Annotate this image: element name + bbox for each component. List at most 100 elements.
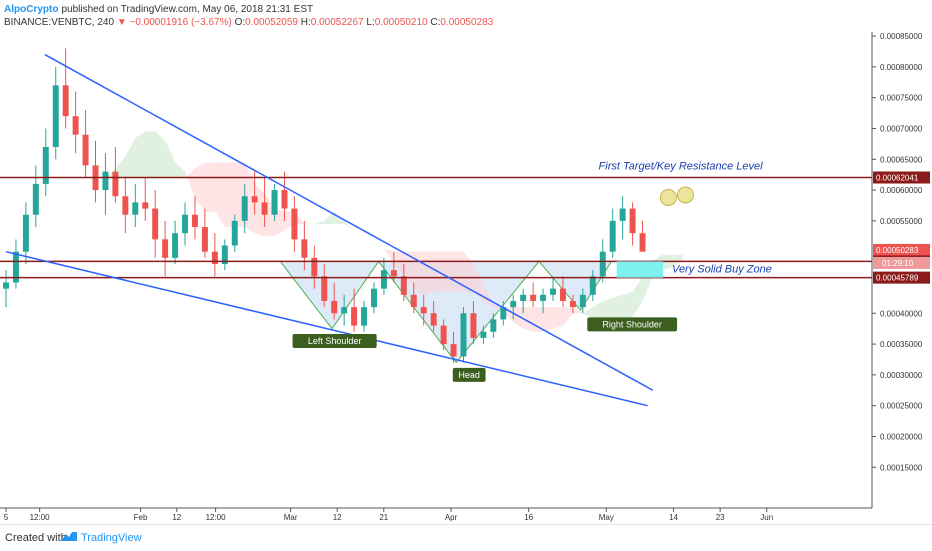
candle-body — [241, 196, 248, 221]
close-label: C: — [430, 17, 441, 28]
candle-body — [102, 171, 109, 191]
cloud-segment — [215, 162, 226, 228]
candle-body — [599, 251, 606, 277]
buy-zone-box — [616, 261, 664, 278]
x-tick-label: 12 — [172, 513, 181, 522]
candle-body — [480, 331, 487, 338]
price-tag — [873, 243, 930, 256]
x-tick-label: May — [599, 513, 614, 522]
cloud-segment — [125, 137, 136, 178]
x-tick-label: 12:00 — [30, 513, 51, 522]
price-tag — [873, 271, 930, 284]
candle-body — [400, 276, 407, 295]
cloud-segment — [185, 168, 196, 200]
candle-body — [321, 276, 328, 301]
change-value: ▼ −0.00001916 (−3.67%) — [116, 17, 232, 28]
candle-body — [132, 202, 139, 215]
candle-body — [42, 146, 49, 184]
tradingview-brand[interactable]: TradingView — [81, 532, 142, 544]
annotation-text: First Target/Key Resistance Level — [599, 160, 764, 172]
candle-body — [331, 300, 338, 314]
symbol-label: BINANCE:VENBTC, 240 — [4, 17, 115, 28]
cloud-segment — [274, 208, 285, 237]
cloud-segment — [543, 307, 554, 332]
candle-body — [490, 319, 497, 332]
candle-body — [281, 190, 288, 209]
y-tick-label: 0.00085000 — [880, 32, 923, 41]
candle-body — [470, 313, 477, 338]
candles — [3, 48, 646, 363]
x-tick-label: 21 — [379, 513, 388, 522]
candle-body — [351, 307, 358, 326]
countdown-label: 01:29:10 — [882, 259, 914, 268]
low-label: L: — [366, 17, 375, 28]
cloud-segment — [394, 251, 405, 277]
x-tick-label: 12:00 — [206, 513, 227, 522]
candle-body — [420, 307, 427, 314]
pattern-fill — [279, 260, 613, 364]
cloud-segment — [602, 297, 613, 320]
price-tag-label: 0.00045789 — [876, 274, 919, 283]
price-chart[interactable]: First Target/Key Resistance Level Very So… — [0, 0, 932, 524]
high-value: 0.00052267 — [310, 17, 364, 28]
candle-body — [609, 220, 616, 252]
candle-body — [62, 85, 69, 117]
cloud-segment — [384, 248, 395, 264]
candle-body — [122, 196, 129, 215]
cloud-segment — [632, 276, 643, 317]
candle-body — [301, 239, 308, 258]
candle-body — [162, 239, 169, 258]
annotation-badge — [452, 367, 486, 382]
y-tick-label: 0.00075000 — [880, 94, 923, 103]
candle-body — [619, 208, 626, 221]
candle-body — [460, 313, 467, 357]
candle-body — [380, 270, 387, 289]
candle-body — [112, 171, 119, 197]
candle-body — [569, 300, 576, 308]
candle-body — [221, 245, 228, 264]
cloud-segment — [533, 307, 544, 332]
cloud-segment — [195, 162, 206, 212]
cloud-segment — [324, 211, 335, 224]
cloud-segment — [593, 300, 603, 320]
cloud-segment — [662, 254, 673, 271]
author-link[interactable]: AlpoCrypto — [4, 4, 59, 15]
annotation-text: Very Solid Buy Zone — [672, 263, 772, 275]
candle-body — [3, 282, 9, 289]
y-tick-label: 0.00080000 — [880, 63, 923, 72]
x-tick-label: Feb — [134, 513, 148, 522]
annotation-text: Left Shoulder — [308, 336, 362, 346]
publish-info: AlpoCrypto published on TradingView.com, … — [4, 4, 313, 15]
x-tick-label: Mar — [284, 513, 298, 522]
cloud-segment — [573, 307, 584, 314]
high-label: H: — [300, 17, 311, 28]
annotation-badge — [292, 334, 377, 348]
candle-body — [152, 208, 159, 240]
y-tick-label: 0.00055000 — [880, 217, 923, 226]
close-value: 0.00050283 — [440, 17, 494, 28]
cloud-segment — [563, 307, 574, 326]
cloud-segment — [145, 131, 156, 178]
candle-body — [629, 208, 636, 234]
tradingview-logo-icon — [61, 532, 77, 541]
candle-body — [559, 288, 566, 301]
x-tick-label: 16 — [524, 513, 533, 522]
candle-body — [440, 325, 447, 345]
candle-body — [182, 214, 189, 234]
top-marker-1 — [659, 188, 677, 206]
candle-body — [251, 196, 258, 203]
candle-body — [142, 202, 149, 209]
cloud-segment — [553, 307, 564, 329]
x-tick-label: 12 — [333, 513, 342, 522]
x-tick-label: Apr — [445, 513, 458, 522]
annotation-text: Right Shoulder — [602, 319, 662, 329]
candle-body — [450, 344, 457, 357]
candle-body — [579, 294, 586, 308]
candle-body — [52, 85, 59, 147]
price-tag-label: 0.00050283 — [876, 246, 919, 255]
published-text: published on TradingView.com, May 06, 20… — [61, 4, 314, 15]
inverse-head-shoulders-pattern — [279, 260, 613, 364]
y-tick-label: 0.00015000 — [880, 463, 923, 472]
cloud-segment — [513, 307, 524, 329]
cloud-segment — [344, 220, 355, 231]
